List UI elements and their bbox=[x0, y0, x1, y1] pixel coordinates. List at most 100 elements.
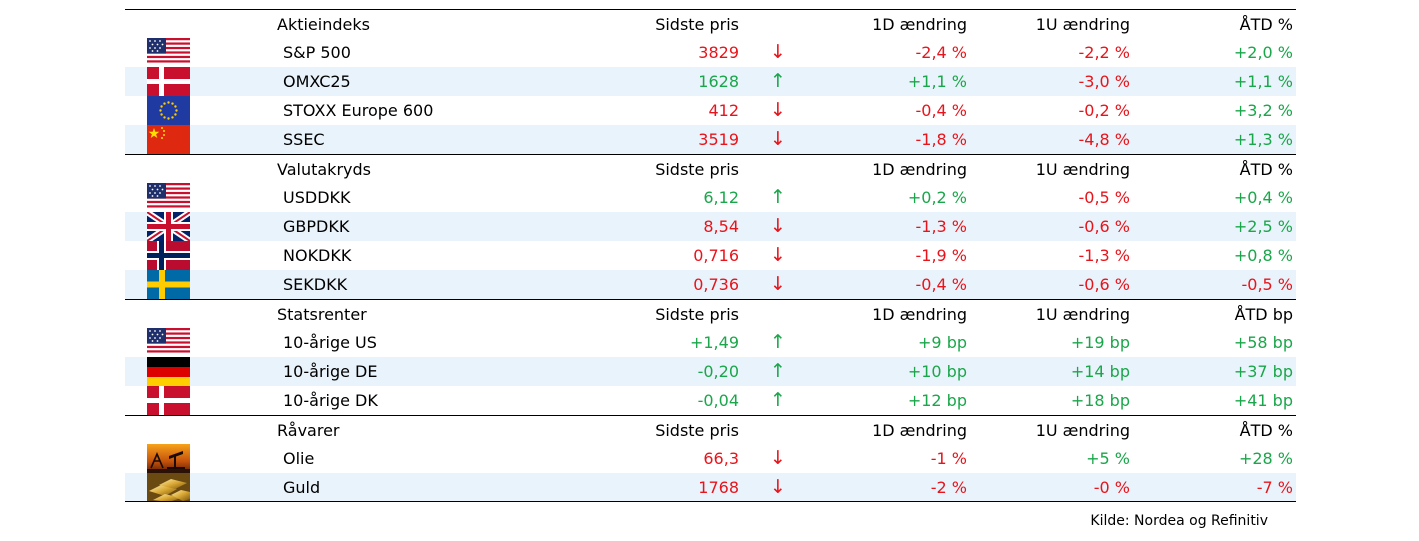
instrument-name: 10-årige DE bbox=[283, 362, 378, 381]
change-ytd: +28 % bbox=[1238, 449, 1293, 468]
dk-flag-icon bbox=[147, 386, 190, 415]
arrow-down-icon: ↓ bbox=[770, 244, 786, 266]
last-price: 0,716 bbox=[693, 246, 739, 265]
section-title: Statsrenter bbox=[277, 305, 367, 324]
change-ytd: -7 % bbox=[1256, 478, 1293, 497]
change-1d: +9 bp bbox=[918, 333, 967, 352]
instrument-name: NOKDKK bbox=[283, 246, 352, 265]
change-1u: +18 bp bbox=[1070, 391, 1130, 410]
cn-flag-icon bbox=[147, 125, 190, 154]
change-1d: -1,8 % bbox=[915, 130, 967, 149]
change-ytd: +37 bp bbox=[1233, 362, 1293, 381]
table-row: STOXX Europe 600 412 ↓ -0,4 % -0,2 % +3,2 % bbox=[125, 96, 1296, 125]
instrument-name: Guld bbox=[283, 478, 321, 497]
section-header: Råvarer Sidste pris 1D ændring 1U ændring ÅT… bbox=[125, 415, 1296, 444]
change-1u: +19 bp bbox=[1070, 333, 1130, 352]
change-1d: +10 bp bbox=[907, 362, 967, 381]
instrument-name: GBPDKK bbox=[283, 217, 350, 236]
change-ytd: +2,5 % bbox=[1233, 217, 1293, 236]
last-price: 0,736 bbox=[693, 275, 739, 294]
eu-flag-icon bbox=[147, 96, 190, 125]
se-flag-icon bbox=[147, 270, 190, 299]
arrow-down-icon: ↓ bbox=[770, 99, 786, 121]
column-header-1u: 1U ændring bbox=[1035, 15, 1130, 34]
change-ytd: +2,0 % bbox=[1233, 43, 1293, 62]
instrument-name: SEKDKK bbox=[283, 275, 348, 294]
arrow-down-icon: ↓ bbox=[770, 215, 786, 237]
table-row: OMXC25 1628 ↑ +1,1 % -3,0 % +1,1 % bbox=[125, 67, 1296, 96]
section-header: Statsrenter Sidste pris 1D ændring 1U ændri… bbox=[125, 299, 1296, 328]
section-title: Valutakryds bbox=[277, 160, 371, 179]
change-1u: -2,2 % bbox=[1078, 43, 1130, 62]
column-header-ytd: ÅTD % bbox=[1239, 15, 1293, 34]
column-header-1d: 1D ændring bbox=[872, 305, 967, 324]
last-price: -0,04 bbox=[697, 391, 739, 410]
column-header-ytd: ÅTD % bbox=[1239, 160, 1293, 179]
instrument-name: S&P 500 bbox=[283, 43, 351, 62]
arrow-down-icon: ↓ bbox=[770, 476, 786, 498]
change-ytd: +41 bp bbox=[1233, 391, 1293, 410]
column-header-ytd: ÅTD % bbox=[1239, 421, 1293, 440]
us-flag-icon bbox=[147, 328, 190, 357]
table-row: Olie 66,3 ↓ -1 % +5 % +28 % bbox=[125, 444, 1296, 473]
change-1u: +14 bp bbox=[1070, 362, 1130, 381]
column-header-price: Sidste pris bbox=[655, 305, 739, 324]
change-1d: -2,4 % bbox=[915, 43, 967, 62]
change-1u: -1,3 % bbox=[1078, 246, 1130, 265]
arrow-up-icon: ↑ bbox=[770, 70, 786, 92]
change-1d: +1,1 % bbox=[907, 72, 967, 91]
table-row: 10-årige US +1,49 ↑ +9 bp +19 bp +58 bp bbox=[125, 328, 1296, 357]
change-1u: -0,6 % bbox=[1078, 217, 1130, 236]
last-price: 412 bbox=[708, 101, 739, 120]
section-title: Aktieindeks bbox=[277, 15, 370, 34]
uk-flag-icon bbox=[147, 212, 190, 241]
arrow-down-icon: ↓ bbox=[770, 41, 786, 63]
arrow-up-icon: ↑ bbox=[770, 331, 786, 353]
change-1u: -3,0 % bbox=[1078, 72, 1130, 91]
section-header: Valutakryds Sidste pris 1D ændring 1U ændri… bbox=[125, 154, 1296, 183]
oil-icon bbox=[147, 444, 190, 473]
last-price: -0,20 bbox=[697, 362, 739, 381]
instrument-name: STOXX Europe 600 bbox=[283, 101, 434, 120]
change-ytd: +3,2 % bbox=[1233, 101, 1293, 120]
change-1u: -4,8 % bbox=[1078, 130, 1130, 149]
change-1u: -0,6 % bbox=[1078, 275, 1130, 294]
last-price: 3519 bbox=[698, 130, 739, 149]
change-ytd: +1,3 % bbox=[1233, 130, 1293, 149]
last-price: 1628 bbox=[698, 72, 739, 91]
column-header-1u: 1U ændring bbox=[1035, 160, 1130, 179]
dk-flag-icon bbox=[147, 67, 190, 96]
arrow-up-icon: ↑ bbox=[770, 360, 786, 382]
change-ytd: +0,4 % bbox=[1233, 188, 1293, 207]
instrument-name: 10-årige DK bbox=[283, 391, 378, 410]
instrument-name: SSEC bbox=[283, 130, 325, 149]
table-row: S&P 500 3829 ↓ -2,4 % -2,2 % +2,0 % bbox=[125, 38, 1296, 67]
instrument-name: 10-årige US bbox=[283, 333, 377, 352]
column-header-1d: 1D ændring bbox=[872, 160, 967, 179]
table-row: USDDKK 6,12 ↑ +0,2 % -0,5 % +0,4 % bbox=[125, 183, 1296, 212]
table-row: 10-årige DK -0,04 ↑ +12 bp +18 bp +41 bp bbox=[125, 386, 1296, 415]
last-price: 3829 bbox=[698, 43, 739, 62]
table-bottom-rule bbox=[125, 501, 1296, 502]
change-1u: -0 % bbox=[1093, 478, 1130, 497]
column-header-ytd: ÅTD bp bbox=[1234, 305, 1293, 324]
table-row: Guld 1768 ↓ -2 % -0 % -7 % bbox=[125, 473, 1296, 502]
last-price: 1768 bbox=[698, 478, 739, 497]
section-title: Råvarer bbox=[277, 421, 340, 440]
no-flag-icon bbox=[147, 241, 190, 270]
change-ytd: +0,8 % bbox=[1233, 246, 1293, 265]
change-1d: -0,4 % bbox=[915, 275, 967, 294]
arrow-up-icon: ↑ bbox=[770, 186, 786, 208]
change-ytd: +1,1 % bbox=[1233, 72, 1293, 91]
arrow-down-icon: ↓ bbox=[770, 447, 786, 469]
section-header: Aktieindeks Sidste pris 1D ændring 1U ændri… bbox=[125, 9, 1296, 38]
instrument-name: USDDKK bbox=[283, 188, 351, 207]
de-flag-icon bbox=[147, 357, 190, 386]
change-1d: -1 % bbox=[930, 449, 967, 468]
column-header-price: Sidste pris bbox=[655, 15, 739, 34]
source-note: Kilde: Nordea og Refinitiv bbox=[1090, 513, 1268, 529]
arrow-down-icon: ↓ bbox=[770, 128, 786, 150]
column-header-price: Sidste pris bbox=[655, 421, 739, 440]
market-overview-table: Aktieindeks Sidste pris 1D ændring 1U ændri… bbox=[125, 9, 1296, 502]
last-price: +1,49 bbox=[689, 333, 739, 352]
